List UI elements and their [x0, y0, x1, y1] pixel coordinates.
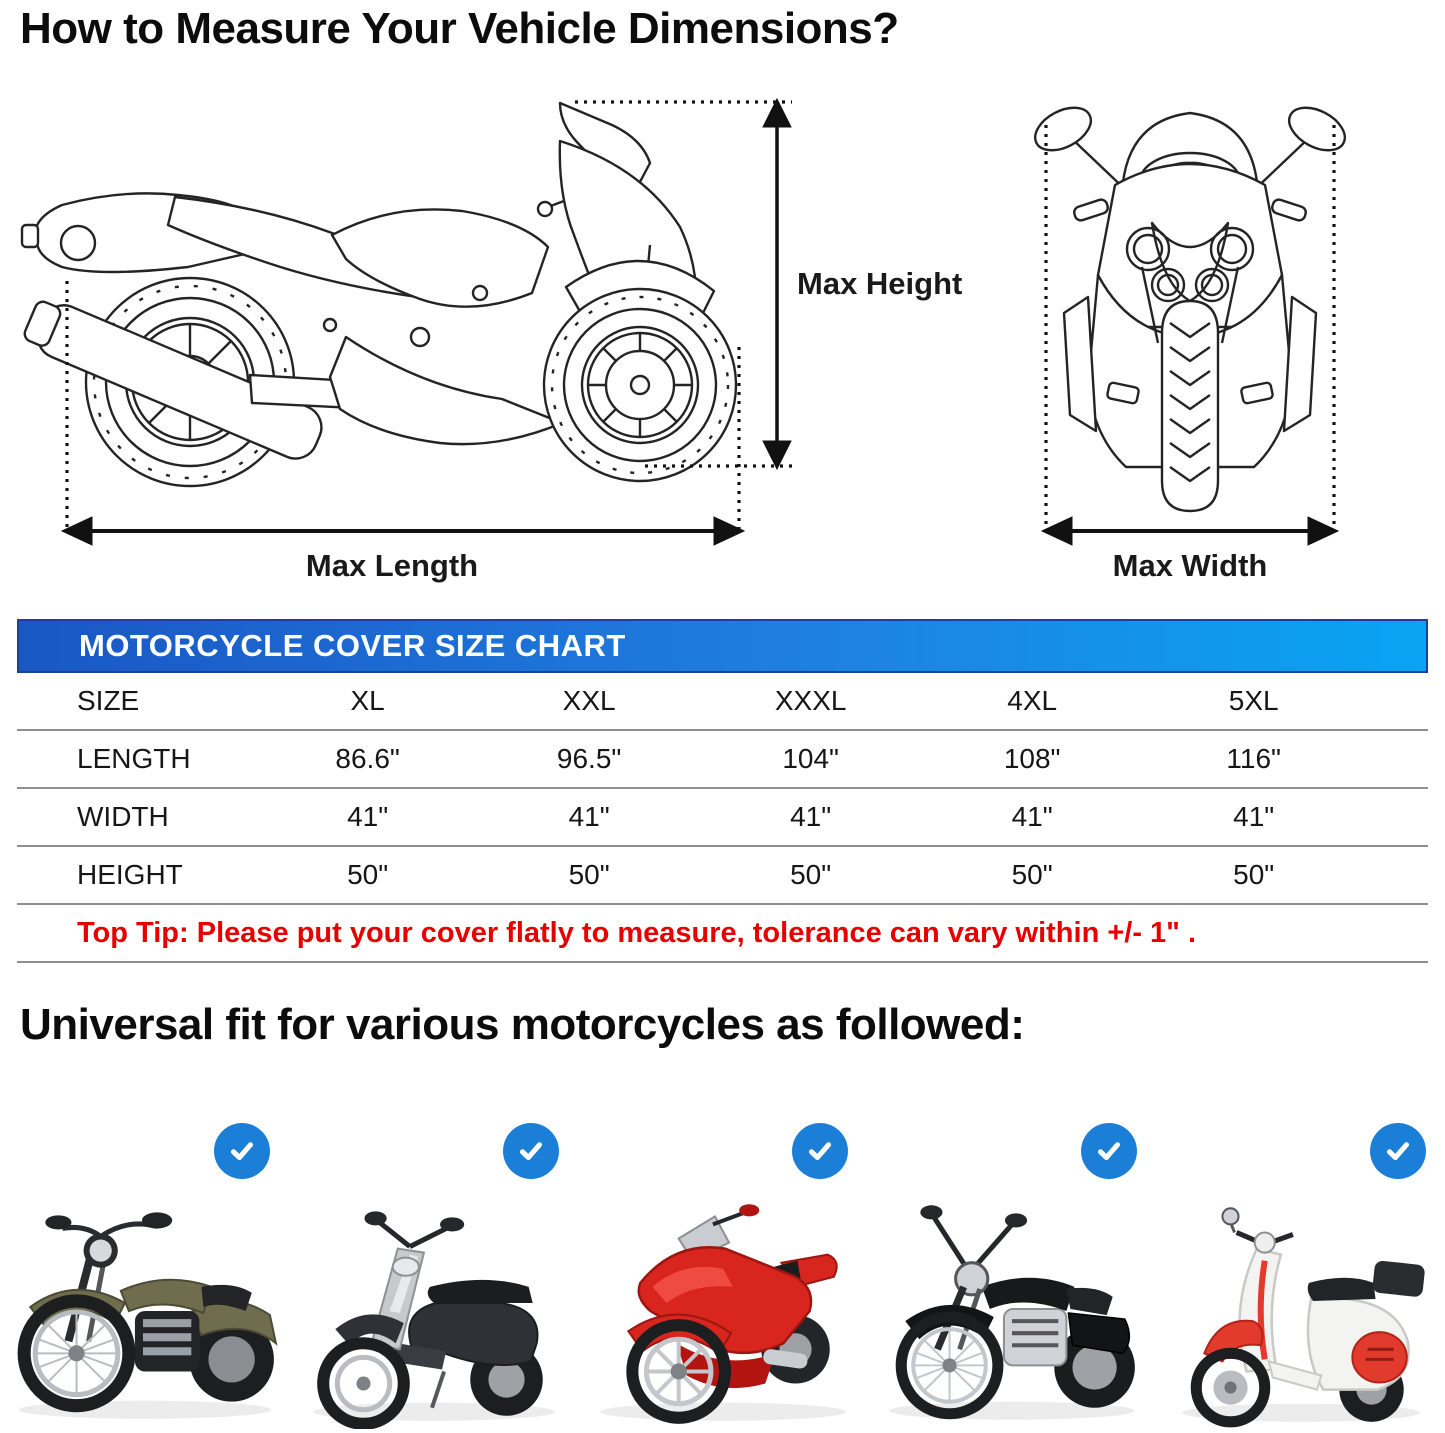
motorcycle-front-view-drawing	[1033, 106, 1347, 513]
row-label-width: WIDTH	[77, 801, 169, 832]
height-cell: 50"	[347, 859, 389, 890]
height-cell: 50"	[1233, 859, 1275, 890]
check-icon	[1080, 1123, 1137, 1179]
size-cell: XXL	[562, 685, 616, 716]
page-title: How to Measure Your Vehicle Dimensions?	[20, 4, 899, 53]
length-cell: 96.5"	[556, 743, 622, 774]
bike-photo-gray-scooter	[289, 1095, 578, 1433]
size-cell: 4XL	[1007, 685, 1058, 716]
max-width-arrow	[1040, 125, 1340, 546]
width-cell: 41"	[347, 801, 389, 832]
bike-photo-red-white-vespa	[1156, 1095, 1445, 1433]
width-cell: 41"	[568, 801, 610, 832]
max-width-label: Max Width	[1112, 548, 1268, 583]
check-icon	[213, 1123, 270, 1179]
bike-photo-red-sport-bike	[578, 1095, 867, 1433]
height-cell: 50"	[790, 859, 832, 890]
red-white-vespa-illustration	[1181, 1207, 1425, 1428]
length-cell: 108"	[1003, 743, 1061, 774]
width-cell: 41"	[790, 801, 832, 832]
size-cell: 5XL	[1228, 685, 1279, 716]
max-height-label: Max Height	[797, 266, 963, 301]
black-cruiser-illustration	[888, 1205, 1135, 1420]
size-chart-header-text: MOTORCYCLE COVER SIZE CHART	[79, 628, 626, 663]
universal-fit-gallery	[0, 1095, 1445, 1433]
check-icon	[1369, 1123, 1426, 1179]
tip-text: Top Tip: Please put your cover flatly to…	[77, 916, 1197, 949]
width-cell: 41"	[1011, 801, 1053, 832]
check-icon	[791, 1123, 848, 1179]
size-chart-tip-row: Top Tip: Please put your cover flatly to…	[17, 905, 1428, 963]
check-icon	[502, 1123, 559, 1179]
height-cell: 50"	[568, 859, 610, 890]
measurement-diagram	[20, 97, 1347, 546]
size-cell: XL	[350, 685, 385, 716]
motorcycle-side-view-drawing	[20, 101, 738, 488]
max-length-label: Max Length	[305, 548, 479, 583]
bike-photo-black-cruiser	[867, 1095, 1156, 1433]
length-cell: 116"	[1226, 743, 1281, 774]
size-chart-sizes-row: SIZE XL XXL XXXL 4XL 5XL	[17, 673, 1428, 731]
size-chart-header: MOTORCYCLE COVER SIZE CHART	[17, 619, 1428, 673]
red-sport-bike-illustration	[599, 1204, 846, 1424]
row-label-height: HEIGHT	[77, 859, 183, 890]
gray-scooter-illustration	[312, 1211, 555, 1429]
size-chart-width-row: WIDTH 41" 41" 41" 41" 41"	[17, 789, 1428, 847]
bike-photo-olive-cruiser	[0, 1095, 289, 1433]
size-cell: XXXL	[774, 685, 847, 716]
max-height-arrow	[575, 97, 792, 471]
size-chart-height-row: HEIGHT 50" 50" 50" 50" 50"	[17, 847, 1428, 905]
row-label-size: SIZE	[77, 685, 140, 716]
length-cell: 104"	[782, 743, 839, 774]
width-cell: 41"	[1233, 801, 1275, 832]
size-chart-length-row: LENGTH 86.6" 96.5" 104" 108" 116"	[17, 731, 1428, 789]
length-cell: 86.6"	[335, 743, 400, 774]
section2-title: Universal fit for various motorcycles as…	[20, 1000, 1025, 1049]
max-length-arrow	[60, 281, 746, 546]
height-cell: 50"	[1011, 859, 1053, 890]
row-label-length: LENGTH	[77, 743, 191, 774]
olive-cruiser-illustration	[17, 1212, 278, 1419]
size-chart-table: MOTORCYCLE COVER SIZE CHART SIZE XL XXL …	[17, 619, 1428, 963]
